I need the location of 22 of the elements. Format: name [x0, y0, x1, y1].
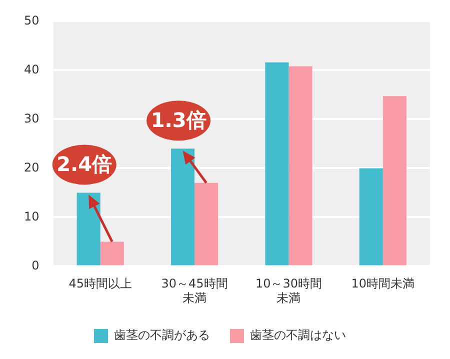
x-tick-label: 10～30時間未満 [255, 276, 322, 305]
bar [359, 168, 383, 266]
bar [76, 192, 100, 266]
y-tick-label: 50 [24, 13, 40, 28]
x-tick-label: 30～45時間未満 [161, 276, 228, 305]
bar [194, 182, 218, 266]
y-tick-label: 20 [24, 160, 40, 174]
legend-label: 歯茎の不調はない [250, 328, 346, 342]
bar [100, 242, 124, 266]
bar [382, 96, 406, 266]
bar [171, 148, 195, 266]
y-tick-label: 0 [32, 258, 40, 272]
y-tick-label: 30 [24, 111, 40, 126]
bar [288, 66, 312, 266]
y-tick-label: 10 [24, 209, 40, 224]
y-tick-label: 40 [24, 62, 40, 76]
x-tick-label: 10時間未満 [351, 276, 415, 291]
annotation: 2.4倍 [56, 152, 112, 176]
x-tick-label: 45時間以上 [68, 276, 132, 291]
legend-label: 歯茎の不調がある [114, 328, 210, 342]
annotation: 1.3倍 [150, 108, 206, 132]
bar [265, 62, 289, 266]
